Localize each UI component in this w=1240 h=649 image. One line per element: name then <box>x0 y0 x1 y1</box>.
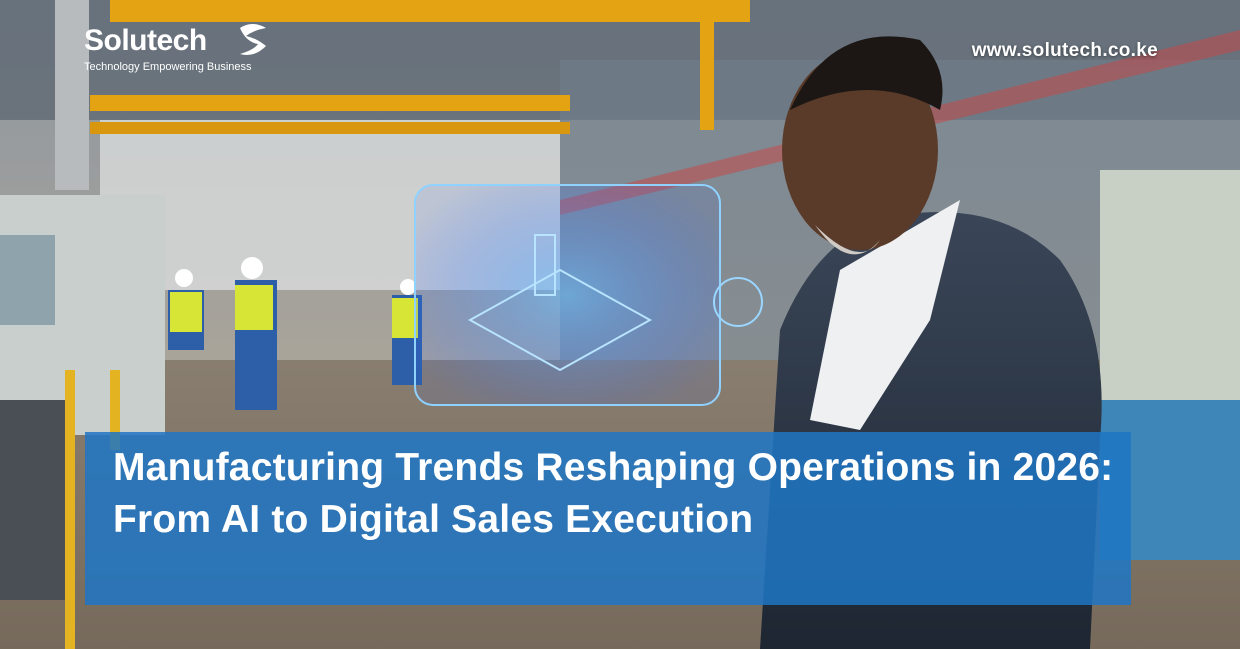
logo-mark <box>240 24 266 55</box>
brand-tagline: Technology Empowering Business <box>84 61 252 73</box>
brand-name: Solutech <box>84 24 207 57</box>
website-url: www.solutech.co.ke <box>971 40 1158 61</box>
headline-banner: Manufacturing Trends Reshaping Operation… <box>85 432 1131 605</box>
brand: Solutech Technology Empowering Business <box>84 24 266 74</box>
headline: Manufacturing Trends Reshaping Operation… <box>113 446 1114 541</box>
